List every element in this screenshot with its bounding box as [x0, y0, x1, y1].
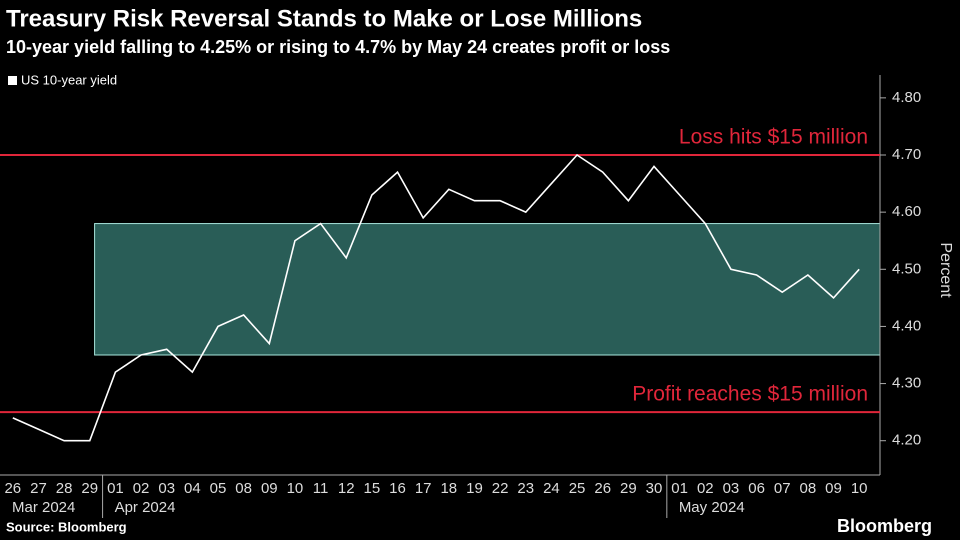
x-tick-label: 18 [440, 480, 457, 497]
reference-label: Loss hits $15 million [679, 126, 868, 149]
x-tick-label: 30 [646, 480, 663, 497]
x-tick-label: 29 [81, 480, 98, 497]
x-tick-label: 29 [620, 480, 637, 497]
legend-label: US 10-year yield [21, 72, 117, 87]
x-tick-label: 08 [235, 480, 252, 497]
y-tick-label: 4.40 [892, 317, 921, 334]
x-tick-label: 07 [774, 480, 791, 497]
y-axis-label: Percent [937, 242, 954, 298]
x-tick-label: 09 [261, 480, 278, 497]
x-tick-label: 15 [364, 480, 381, 497]
x-tick-label: 24 [543, 480, 560, 497]
risk-band [94, 223, 881, 356]
x-tick-label: 06 [748, 480, 765, 497]
y-tick-label: 4.60 [892, 203, 921, 220]
x-tick-label: 02 [697, 480, 714, 497]
x-tick-label: 23 [517, 480, 534, 497]
x-tick-label: 26 [4, 480, 21, 497]
chart-subtitle: 10-year yield falling to 4.25% or rising… [6, 37, 670, 57]
x-tick-label: 05 [210, 480, 227, 497]
x-tick-label: 03 [723, 480, 740, 497]
x-tick-label: 03 [158, 480, 175, 497]
y-tick-label: 4.80 [892, 89, 921, 106]
x-tick-label: 01 [107, 480, 124, 497]
month-label: Mar 2024 [12, 499, 75, 516]
brand: Bloomberg [837, 516, 932, 536]
x-tick-label: 28 [56, 480, 73, 497]
x-tick-label: 19 [466, 480, 483, 497]
x-tick-label: 16 [389, 480, 406, 497]
x-tick-label: 22 [492, 480, 509, 497]
reference-label: Profit reaches $15 million [632, 383, 868, 406]
y-tick-label: 4.30 [892, 375, 921, 392]
x-tick-label: 11 [313, 480, 329, 497]
y-tick-label: 4.50 [892, 260, 921, 277]
x-tick-label: 27 [30, 480, 47, 497]
x-tick-label: 10 [851, 480, 868, 497]
legend-swatch [8, 76, 17, 85]
x-tick-label: 04 [184, 480, 201, 497]
y-tick-label: 4.70 [892, 146, 921, 163]
x-tick-label: 02 [133, 480, 150, 497]
x-tick-label: 26 [594, 480, 611, 497]
source: Source: Bloomberg [6, 519, 127, 534]
line-series [12, 153, 860, 442]
x-tick-label: 10 [287, 480, 304, 497]
x-tick-label: 25 [569, 480, 586, 497]
month-label: Apr 2024 [115, 499, 176, 516]
x-tick-label: 17 [415, 480, 432, 497]
month-label: May 2024 [679, 499, 745, 516]
x-tick-label: 08 [800, 480, 817, 497]
x-tick-label: 12 [338, 480, 355, 497]
x-tick-label: 01 [671, 480, 688, 497]
x-tick-label: 09 [825, 480, 842, 497]
y-tick-label: 4.20 [892, 432, 921, 449]
chart-title: Treasury Risk Reversal Stands to Make or… [6, 5, 642, 32]
